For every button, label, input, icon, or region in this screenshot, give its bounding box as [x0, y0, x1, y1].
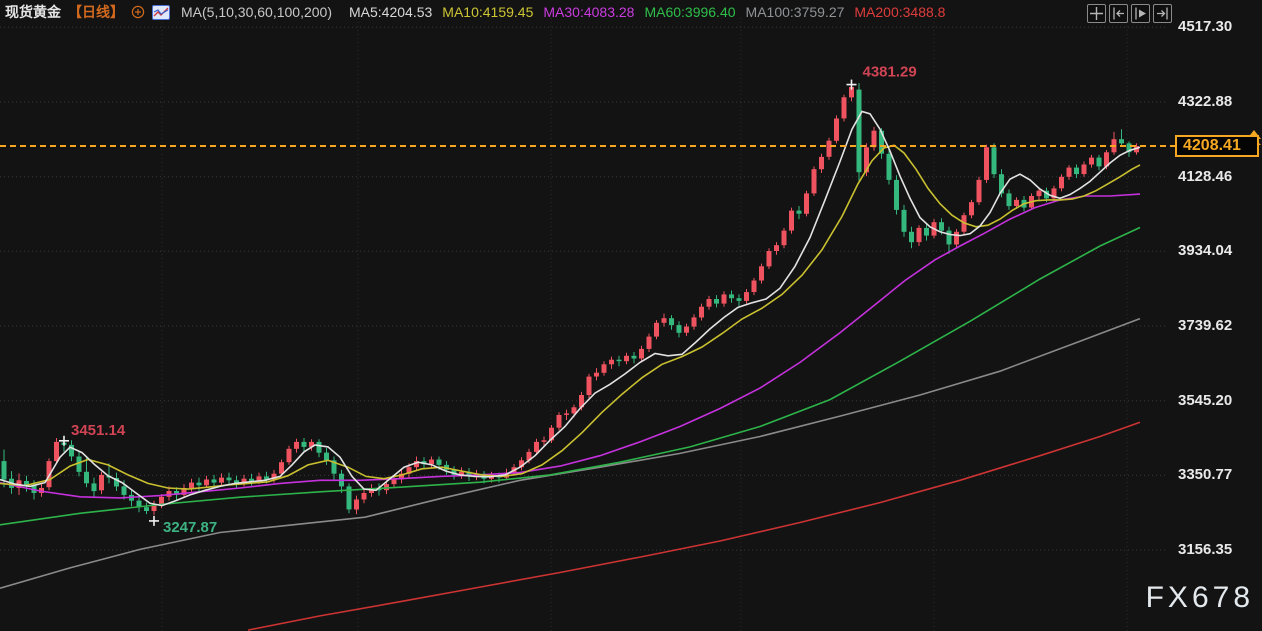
y-axis-label: 4128.46 — [1178, 167, 1233, 185]
ma-legend: MA5:4204.53 MA10:4159.45 MA30:4083.28 MA60:… — [339, 4, 945, 20]
ma-legend-item: MA100:3759.27 — [745, 4, 845, 20]
ma-legend-item: MA5:4204.53 — [349, 4, 433, 20]
svg-text:3451.14: 3451.14 — [71, 422, 126, 439]
pan-end-icon[interactable] — [1153, 4, 1172, 23]
y-axis-label: 3156.35 — [1178, 541, 1233, 559]
y-axis-label: 4322.88 — [1178, 92, 1233, 110]
y-axis-label: 3739.62 — [1178, 317, 1233, 335]
ma-legend-item: MA60:3996.40 — [644, 4, 736, 20]
move-icon[interactable] — [1087, 4, 1106, 23]
watermark-logo: FX678 — [1145, 581, 1254, 614]
svg-text:4381.29: 4381.29 — [863, 64, 917, 81]
chart-toolbar — [1087, 4, 1172, 23]
add-indicator-icon[interactable] — [131, 5, 145, 19]
ma-legend-item: MA30:4083.28 — [543, 4, 635, 20]
pan-start-icon[interactable] — [1109, 4, 1128, 23]
symbol-name: 现货黄金 — [5, 4, 61, 20]
chart-header: 现货黄金 【日线】 MA(5,10,30,60,100,200) MA5:420… — [0, 0, 1262, 24]
y-axis-label: 4517.30 — [1178, 18, 1233, 36]
y-axis-label: 3934.04 — [1178, 242, 1233, 260]
ma-legend-item: MA10:4159.45 — [442, 4, 534, 20]
last-price-badge: 4208.41 — [1175, 134, 1259, 157]
svg-text:3247.87: 3247.87 — [163, 519, 217, 536]
ma-legend-item: MA200:3488.8 — [854, 4, 946, 20]
timeframe-label: 【日线】 — [68, 4, 124, 20]
y-axis-label: 3350.77 — [1178, 466, 1233, 484]
ma-settings-label: MA(5,10,30,60,100,200) — [181, 4, 332, 20]
autoplay-icon[interactable] — [1131, 4, 1150, 23]
indicator-chart-icon[interactable] — [152, 4, 170, 20]
y-axis-label: 3545.20 — [1178, 391, 1233, 409]
